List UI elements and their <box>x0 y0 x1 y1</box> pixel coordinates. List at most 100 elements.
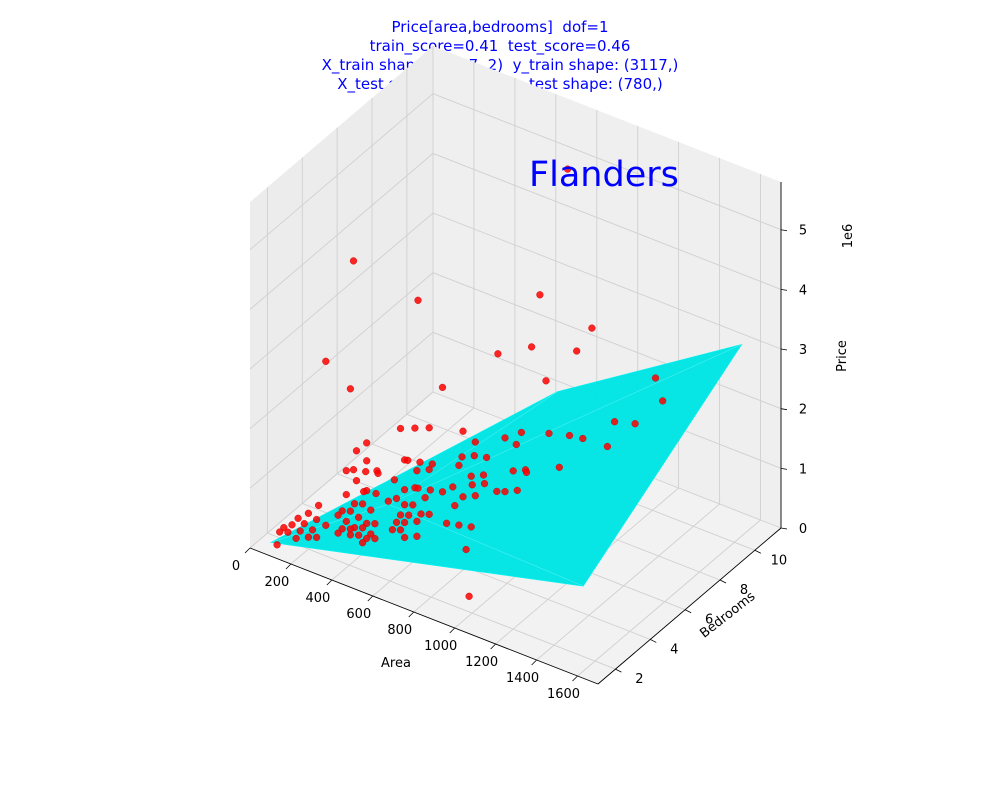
data-point <box>359 524 367 532</box>
data-point <box>349 466 358 474</box>
data-point <box>371 534 379 543</box>
x-axis-line <box>249 547 599 685</box>
y-tick-label: 4 <box>670 642 678 657</box>
x-tick-label: 600 <box>346 607 371 622</box>
surface-mesh-line <box>388 503 584 587</box>
data-point <box>480 480 489 488</box>
x-tick-label: 200 <box>265 575 290 590</box>
data-point <box>313 533 321 542</box>
data-point <box>563 165 572 173</box>
y-tick-mark <box>650 639 657 643</box>
z-tick-mark <box>780 527 788 530</box>
data-points <box>273 165 667 600</box>
x-tick-label: 1000 <box>424 639 457 654</box>
data-point <box>304 533 313 541</box>
x-tick-mark <box>572 675 578 682</box>
data-point <box>322 357 330 365</box>
data-point <box>414 484 422 492</box>
data-point <box>273 541 281 549</box>
data-point <box>416 458 424 466</box>
data-point <box>334 511 342 519</box>
x-tick-mark <box>244 547 251 554</box>
data-point <box>459 493 467 501</box>
z-tick-mark <box>780 229 788 232</box>
data-point <box>363 519 371 528</box>
x-tick-mark <box>490 643 496 650</box>
data-point <box>610 418 619 426</box>
data-point <box>396 511 405 519</box>
x-tick-label: 0 <box>232 559 240 574</box>
z-grid-line <box>249 152 782 310</box>
data-point <box>359 539 367 547</box>
data-point <box>342 491 350 499</box>
data-point <box>512 440 520 449</box>
data-point <box>603 442 612 451</box>
data-point <box>284 528 292 536</box>
data-point <box>363 457 371 465</box>
data-point <box>443 519 451 527</box>
x-tick-label: 1400 <box>506 671 539 686</box>
data-point <box>417 510 425 518</box>
data-point <box>346 507 355 515</box>
data-point <box>363 439 371 447</box>
data-point <box>467 523 475 531</box>
data-point <box>449 483 457 491</box>
data-point <box>384 497 392 505</box>
data-point <box>334 529 342 537</box>
x-tick-mark <box>408 611 415 618</box>
data-point <box>388 526 397 534</box>
y-tick-mark <box>684 609 692 614</box>
data-point <box>414 296 422 304</box>
data-point <box>350 500 359 508</box>
z-grid-line <box>249 93 782 251</box>
z-tick-mark <box>780 348 788 351</box>
axis-lines <box>249 182 782 685</box>
data-point <box>451 502 459 510</box>
data-point <box>631 420 639 428</box>
data-point <box>428 460 436 468</box>
data-point <box>396 424 405 433</box>
data-point <box>288 521 296 529</box>
data-point <box>401 486 409 494</box>
data-point <box>483 453 491 462</box>
data-point <box>579 434 587 443</box>
z-tick-label: 3 <box>799 343 807 358</box>
data-point <box>573 347 581 355</box>
data-point <box>296 527 304 535</box>
data-point <box>404 456 412 464</box>
data-point <box>374 469 382 478</box>
data-point <box>367 530 375 538</box>
data-point <box>565 431 574 440</box>
data-point <box>501 488 509 496</box>
z-offset-label: 1e6 <box>841 224 856 249</box>
data-point <box>276 528 284 536</box>
data-point <box>545 429 553 438</box>
data-point <box>300 520 308 528</box>
data-point <box>513 486 521 495</box>
data-point <box>468 481 476 489</box>
data-point <box>494 350 502 358</box>
data-point <box>413 467 421 475</box>
data-point <box>367 506 375 514</box>
data-point <box>459 427 467 435</box>
data-point <box>346 385 355 393</box>
data-point <box>413 532 421 540</box>
z-axis-label: Price <box>835 340 850 372</box>
data-point <box>479 471 488 479</box>
left-wall-pane <box>250 46 433 548</box>
data-point <box>438 383 447 392</box>
title-line-2: train_score=0.41 test_score=0.46 <box>369 37 631 55</box>
x-tick-mark <box>285 563 292 570</box>
data-point <box>294 514 302 522</box>
z-tick-mark <box>780 467 788 470</box>
data-point <box>346 531 355 539</box>
data-point <box>555 463 563 471</box>
data-point <box>471 438 479 446</box>
x-tick-label: 800 <box>387 623 412 638</box>
z-grid-line <box>249 391 782 549</box>
data-point <box>471 492 479 500</box>
data-point <box>390 476 399 484</box>
data-point <box>342 517 350 526</box>
data-point <box>304 509 313 517</box>
